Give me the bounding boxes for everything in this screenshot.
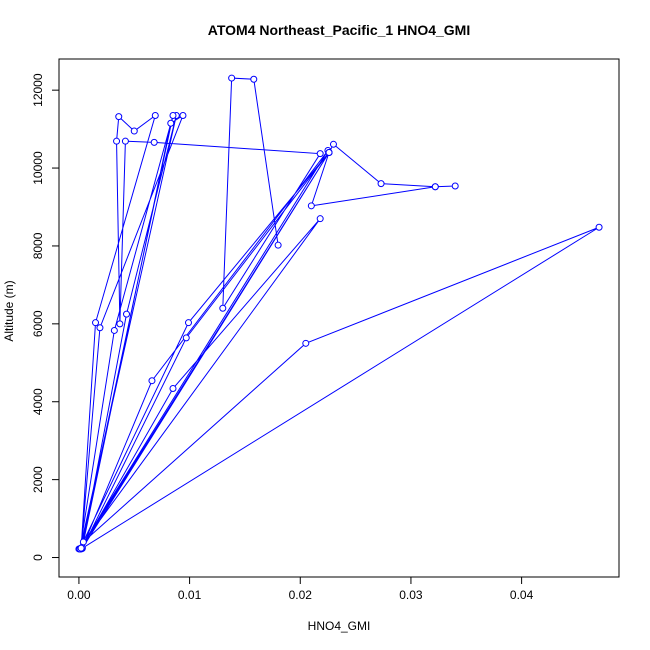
data-point — [77, 544, 85, 552]
y-tick-label: 10000 — [31, 151, 45, 185]
x-tick-label: 0.03 — [399, 588, 423, 602]
data-point — [184, 319, 192, 327]
y-tick-label: 2000 — [31, 466, 45, 493]
data-point — [250, 75, 258, 83]
x-tick-label: 0.02 — [289, 588, 313, 602]
data-point — [325, 148, 333, 156]
y-tick-label: 0 — [31, 554, 45, 561]
chart-title: ATOM4 Northeast_Pacific_1 HNO4_GMI — [208, 22, 470, 38]
data-point — [121, 137, 129, 145]
data-point — [316, 215, 324, 223]
data-point — [169, 384, 177, 392]
y-axis: 0 2000 4000 6000 8000 10000 12000 — [31, 73, 60, 561]
x-tick-label: 0.01 — [178, 588, 202, 602]
data-point — [329, 140, 337, 148]
y-tick-label: 8000 — [31, 232, 45, 259]
data-point — [307, 202, 315, 210]
data-point — [92, 319, 100, 327]
data-point — [148, 377, 156, 385]
y-tick-label: 6000 — [31, 310, 45, 337]
data-point — [431, 183, 439, 191]
data-point — [182, 334, 190, 342]
y-axis-label: Altitude (m) — [2, 280, 16, 341]
series-layer — [75, 74, 603, 553]
x-tick-label: 0.04 — [510, 588, 534, 602]
data-point — [169, 111, 177, 119]
data-point — [274, 241, 282, 249]
data-point — [377, 180, 385, 188]
data-point — [130, 127, 138, 135]
data-point — [113, 137, 121, 145]
y-tick-label: 4000 — [31, 388, 45, 415]
y-tick-label: 12000 — [31, 73, 45, 107]
data-point — [150, 138, 158, 146]
data-point — [595, 223, 603, 231]
data-point — [167, 119, 175, 127]
data-point — [123, 310, 131, 318]
data-point — [179, 111, 187, 119]
data-point — [115, 113, 123, 121]
data-point — [96, 324, 104, 332]
data-point — [228, 74, 236, 82]
data-point — [316, 150, 324, 158]
data-point — [151, 111, 159, 119]
data-point — [219, 304, 227, 312]
x-axis: 0.00 0.01 0.02 0.03 0.04 — [67, 576, 534, 602]
data-point — [302, 339, 310, 347]
data-point — [451, 182, 459, 190]
x-tick-label: 0.00 — [67, 588, 91, 602]
data-point — [116, 320, 124, 328]
data-point — [79, 538, 87, 546]
data-point — [110, 326, 118, 334]
x-axis-label: HNO4_GMI — [308, 619, 371, 633]
